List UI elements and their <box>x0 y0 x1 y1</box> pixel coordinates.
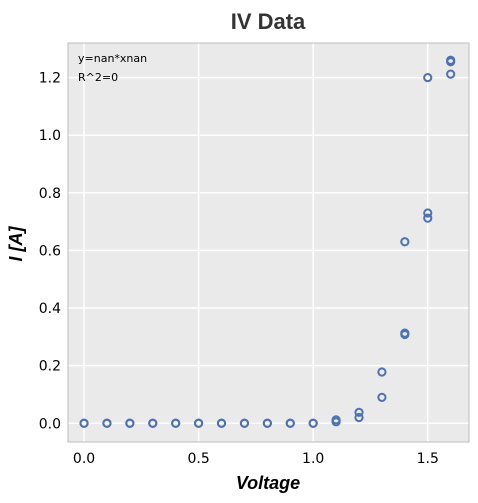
y-tick-label: 0.2 <box>39 359 61 375</box>
chart-title: IV Data <box>231 9 306 34</box>
y-axis-ticks: 0.0 0.2 0.4 0.6 0.8 1.0 1.2 <box>39 71 61 433</box>
y-tick-label: 0.0 <box>39 416 61 432</box>
y-tick-label: 1.2 <box>39 71 61 87</box>
x-axis-label: Voltage <box>236 473 300 493</box>
x-tick-label: 1.0 <box>302 451 324 467</box>
x-tick-label: 0.5 <box>187 451 209 467</box>
y-tick-label: 0.8 <box>39 186 61 202</box>
equation-annotation: y=nan*xnan <box>78 52 147 65</box>
y-tick-label: 0.4 <box>39 301 61 317</box>
x-tick-label: 0.0 <box>73 451 95 467</box>
x-tick-label: 1.5 <box>417 451 439 467</box>
y-tick-label: 1.0 <box>39 128 61 144</box>
x-axis-ticks: 0.0 0.5 1.0 1.5 <box>73 451 439 467</box>
r-squared-annotation: R^2=0 <box>78 71 118 84</box>
y-tick-label: 0.6 <box>39 243 61 259</box>
y-axis-label: I [A] <box>6 226 26 262</box>
